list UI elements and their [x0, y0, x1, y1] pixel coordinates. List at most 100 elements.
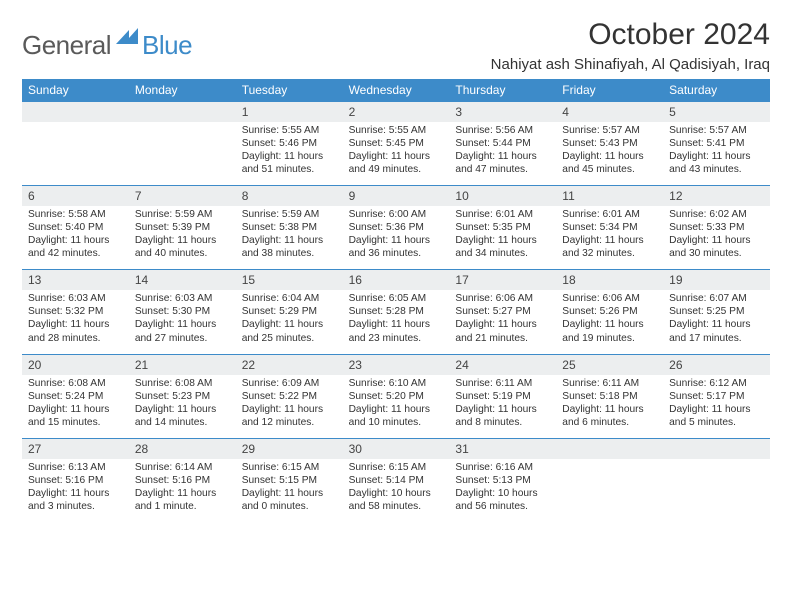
day-detail-line: Sunrise: 6:11 AM	[455, 377, 550, 390]
day-number	[22, 102, 129, 122]
day-detail-line: and 36 minutes.	[349, 247, 444, 260]
day-content: Sunrise: 6:08 AMSunset: 5:23 PMDaylight:…	[129, 375, 236, 438]
day-content: Sunrise: 6:15 AMSunset: 5:15 PMDaylight:…	[236, 459, 343, 522]
day-number: 21	[129, 355, 236, 375]
day-content: Sunrise: 6:03 AMSunset: 5:30 PMDaylight:…	[129, 290, 236, 353]
day-number: 4	[556, 102, 663, 122]
day-detail-line: Daylight: 11 hours	[242, 318, 337, 331]
dow-cell: Wednesday	[343, 79, 450, 101]
day-detail-line: and 3 minutes.	[28, 500, 123, 513]
day-number: 14	[129, 270, 236, 290]
content-row: Sunrise: 6:13 AMSunset: 5:16 PMDaylight:…	[22, 459, 770, 522]
day-content: Sunrise: 6:00 AMSunset: 5:36 PMDaylight:…	[343, 206, 450, 269]
day-content: Sunrise: 6:02 AMSunset: 5:33 PMDaylight:…	[663, 206, 770, 269]
day-content: Sunrise: 6:13 AMSunset: 5:16 PMDaylight:…	[22, 459, 129, 522]
day-detail-line: Sunrise: 5:57 AM	[669, 124, 764, 137]
day-content: Sunrise: 5:56 AMSunset: 5:44 PMDaylight:…	[449, 122, 556, 185]
day-number	[663, 439, 770, 459]
day-detail-line: and 43 minutes.	[669, 163, 764, 176]
day-detail-line: Sunset: 5:43 PM	[562, 137, 657, 150]
day-content	[22, 122, 129, 185]
day-detail-line: Sunset: 5:18 PM	[562, 390, 657, 403]
day-detail-line: Daylight: 11 hours	[455, 234, 550, 247]
day-number: 24	[449, 355, 556, 375]
day-detail-line: and 27 minutes.	[135, 332, 230, 345]
day-detail-line: Sunrise: 5:57 AM	[562, 124, 657, 137]
day-detail-line: Sunrise: 6:07 AM	[669, 292, 764, 305]
day-detail-line: Sunrise: 6:02 AM	[669, 208, 764, 221]
day-detail-line: Sunset: 5:46 PM	[242, 137, 337, 150]
day-number: 12	[663, 186, 770, 206]
day-number: 27	[22, 439, 129, 459]
day-content: Sunrise: 6:07 AMSunset: 5:25 PMDaylight:…	[663, 290, 770, 353]
day-detail-line: Sunrise: 6:06 AM	[455, 292, 550, 305]
day-number: 13	[22, 270, 129, 290]
dow-cell: Monday	[129, 79, 236, 101]
day-number: 30	[343, 439, 450, 459]
day-detail-line: and 17 minutes.	[669, 332, 764, 345]
day-detail-line: Daylight: 11 hours	[349, 150, 444, 163]
day-number: 5	[663, 102, 770, 122]
day-detail-line: Sunset: 5:36 PM	[349, 221, 444, 234]
day-detail-line: Daylight: 11 hours	[135, 234, 230, 247]
weeks-container: 12345Sunrise: 5:55 AMSunset: 5:46 PMDayl…	[22, 101, 770, 522]
day-detail-line: Sunrise: 6:01 AM	[455, 208, 550, 221]
day-detail-line: and 40 minutes.	[135, 247, 230, 260]
day-detail-line: Sunset: 5:33 PM	[669, 221, 764, 234]
day-detail-line: Sunset: 5:40 PM	[28, 221, 123, 234]
day-content: Sunrise: 5:55 AMSunset: 5:45 PMDaylight:…	[343, 122, 450, 185]
day-number: 16	[343, 270, 450, 290]
day-content: Sunrise: 6:10 AMSunset: 5:20 PMDaylight:…	[343, 375, 450, 438]
daynum-row: 2728293031	[22, 438, 770, 459]
day-content: Sunrise: 6:05 AMSunset: 5:28 PMDaylight:…	[343, 290, 450, 353]
day-detail-line: Sunset: 5:35 PM	[455, 221, 550, 234]
brand-word-2: Blue	[142, 30, 192, 61]
daynum-row: 6789101112	[22, 185, 770, 206]
day-detail-line: Sunrise: 6:13 AM	[28, 461, 123, 474]
daynum-row: 13141516171819	[22, 269, 770, 290]
day-detail-line: Sunset: 5:16 PM	[28, 474, 123, 487]
day-detail-line: and 25 minutes.	[242, 332, 337, 345]
day-detail-line: Sunset: 5:15 PM	[242, 474, 337, 487]
day-number: 6	[22, 186, 129, 206]
dow-cell: Tuesday	[236, 79, 343, 101]
day-detail-line: Daylight: 11 hours	[349, 403, 444, 416]
day-detail-line: Daylight: 11 hours	[455, 318, 550, 331]
day-detail-line: Daylight: 11 hours	[455, 150, 550, 163]
day-content: Sunrise: 6:14 AMSunset: 5:16 PMDaylight:…	[129, 459, 236, 522]
day-detail-line: and 47 minutes.	[455, 163, 550, 176]
day-detail-line: Daylight: 11 hours	[562, 150, 657, 163]
day-detail-line: Sunset: 5:22 PM	[242, 390, 337, 403]
day-detail-line: Sunset: 5:44 PM	[455, 137, 550, 150]
day-detail-line: Sunset: 5:45 PM	[349, 137, 444, 150]
day-detail-line: Daylight: 11 hours	[242, 403, 337, 416]
day-detail-line: Sunset: 5:14 PM	[349, 474, 444, 487]
day-number: 1	[236, 102, 343, 122]
day-detail-line: Daylight: 11 hours	[135, 403, 230, 416]
day-detail-line: Sunset: 5:23 PM	[135, 390, 230, 403]
content-row: Sunrise: 6:03 AMSunset: 5:32 PMDaylight:…	[22, 290, 770, 353]
day-detail-line: Sunset: 5:28 PM	[349, 305, 444, 318]
day-detail-line: Sunrise: 6:10 AM	[349, 377, 444, 390]
day-detail-line: Daylight: 11 hours	[562, 318, 657, 331]
day-content: Sunrise: 6:08 AMSunset: 5:24 PMDaylight:…	[22, 375, 129, 438]
day-detail-line: Sunrise: 6:08 AM	[28, 377, 123, 390]
day-detail-line: Sunrise: 6:03 AM	[28, 292, 123, 305]
daynum-row: 20212223242526	[22, 354, 770, 375]
day-detail-line: Sunset: 5:13 PM	[455, 474, 550, 487]
day-detail-line: Sunset: 5:32 PM	[28, 305, 123, 318]
day-content: Sunrise: 6:06 AMSunset: 5:26 PMDaylight:…	[556, 290, 663, 353]
day-number: 28	[129, 439, 236, 459]
day-detail-line: and 30 minutes.	[669, 247, 764, 260]
day-content: Sunrise: 6:11 AMSunset: 5:19 PMDaylight:…	[449, 375, 556, 438]
day-of-week-header: SundayMondayTuesdayWednesdayThursdayFrid…	[22, 79, 770, 101]
day-detail-line: Sunrise: 5:55 AM	[242, 124, 337, 137]
day-detail-line: Sunset: 5:20 PM	[349, 390, 444, 403]
day-content: Sunrise: 5:59 AMSunset: 5:38 PMDaylight:…	[236, 206, 343, 269]
page-header: General Blue October 2024 Nahiyat ash Sh…	[22, 18, 770, 73]
day-detail-line: Sunrise: 6:05 AM	[349, 292, 444, 305]
calendar-grid: SundayMondayTuesdayWednesdayThursdayFrid…	[22, 79, 770, 522]
day-detail-line: Sunset: 5:19 PM	[455, 390, 550, 403]
day-detail-line: Sunrise: 6:03 AM	[135, 292, 230, 305]
day-detail-line: Daylight: 11 hours	[455, 403, 550, 416]
